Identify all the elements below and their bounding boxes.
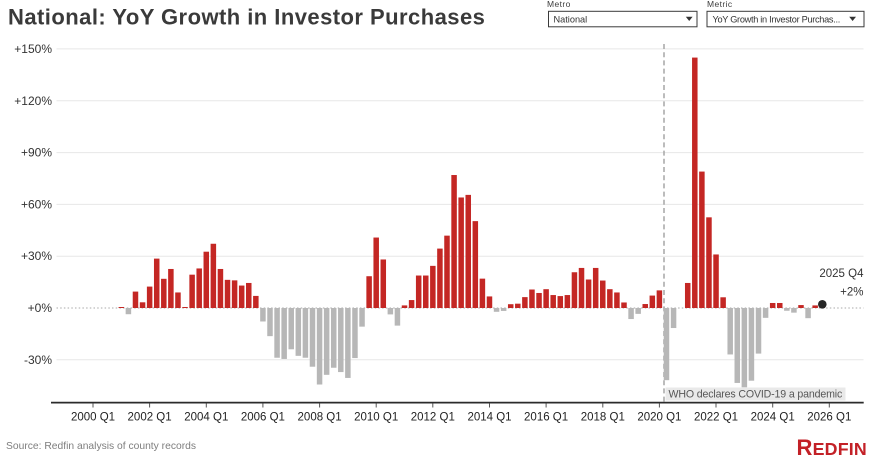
svg-text:REDFIN: REDFIN: [797, 435, 867, 457]
svg-text:+60%: +60%: [21, 197, 52, 211]
svg-text:+120%: +120%: [14, 94, 52, 108]
svg-text:National: YoY Growth in Invest: National: YoY Growth in Investor Purchas…: [8, 4, 485, 29]
svg-text:Source: Redfin analysis of cou: Source: Redfin analysis of county record…: [6, 441, 196, 452]
svg-text:+0%: +0%: [28, 301, 53, 315]
svg-text:-30%: -30%: [24, 353, 52, 367]
svg-text:2014 Q1: 2014 Q1: [467, 412, 511, 424]
svg-text:+90%: +90%: [21, 146, 52, 160]
svg-text:+2%: +2%: [840, 287, 863, 299]
svg-text:National: National: [554, 14, 588, 24]
svg-text:2012 Q1: 2012 Q1: [411, 412, 455, 424]
svg-text:YoY Growth in Investor Purchas: YoY Growth in Investor Purchas...: [713, 14, 840, 24]
svg-text:2022 Q1: 2022 Q1: [694, 412, 738, 424]
svg-text:2026 Q1: 2026 Q1: [807, 412, 851, 424]
svg-text:2004 Q1: 2004 Q1: [184, 412, 228, 424]
svg-text:2000 Q1: 2000 Q1: [71, 412, 115, 424]
svg-text:WHO declares COVID-19 a pandem: WHO declares COVID-19 a pandemic: [669, 389, 843, 401]
svg-text:2006 Q1: 2006 Q1: [241, 412, 285, 424]
svg-text:+150%: +150%: [14, 42, 52, 56]
svg-text:2008 Q1: 2008 Q1: [298, 412, 342, 424]
svg-text:2024 Q1: 2024 Q1: [751, 412, 795, 424]
svg-text:2016 Q1: 2016 Q1: [524, 412, 568, 424]
svg-text:+30%: +30%: [21, 249, 52, 263]
svg-text:2025 Q4: 2025 Q4: [819, 268, 864, 280]
svg-text:2018 Q1: 2018 Q1: [581, 412, 625, 424]
svg-text:2020 Q1: 2020 Q1: [637, 412, 681, 424]
svg-text:Metric: Metric: [707, 0, 733, 9]
svg-text:Metro: Metro: [547, 0, 571, 9]
svg-text:2002 Q1: 2002 Q1: [128, 412, 172, 424]
svg-text:2010 Q1: 2010 Q1: [354, 412, 398, 424]
